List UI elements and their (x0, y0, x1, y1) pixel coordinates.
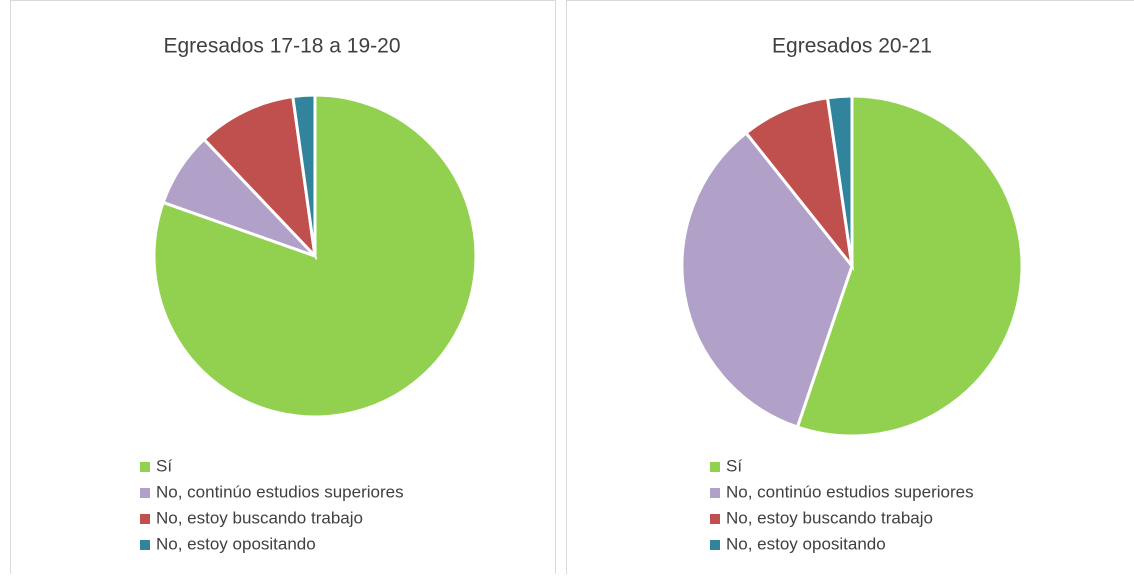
legend-swatch (710, 514, 720, 524)
legend-swatch (710, 462, 720, 472)
legend-label: No, estoy opositando (156, 534, 316, 553)
legend-swatch (710, 540, 720, 550)
chart-title: Egresados 17-18 a 19-20 (164, 35, 401, 58)
legend-label: No, continúo estudios superiores (156, 482, 404, 501)
legend-swatch (140, 462, 150, 472)
chart-title: Egresados 20-21 (772, 35, 932, 58)
legend-swatch (140, 540, 150, 550)
legend-swatch (710, 488, 720, 498)
legend-label: Sí (156, 456, 172, 475)
legend-label: Sí (726, 456, 742, 475)
legend-swatch (140, 488, 150, 498)
legend-label: No, estoy buscando trabajo (156, 508, 363, 527)
legend-swatch (140, 514, 150, 524)
legend-label: No, estoy buscando trabajo (726, 508, 933, 527)
legend-label: No, estoy opositando (726, 534, 886, 553)
legend-label: No, continúo estudios superiores (726, 482, 974, 501)
